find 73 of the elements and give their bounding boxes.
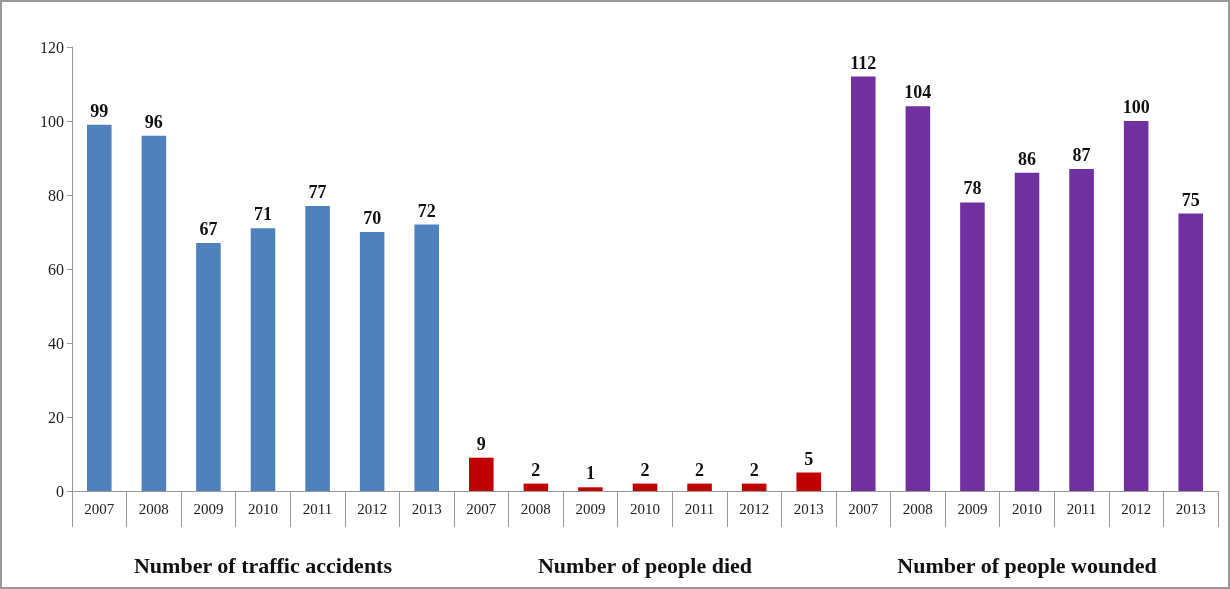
- data-label: 78: [963, 178, 982, 199]
- bar: [250, 228, 276, 491]
- data-label: 96: [144, 111, 163, 132]
- x-tick-label: 2009: [575, 500, 606, 517]
- y-tick-label: 100: [40, 112, 64, 130]
- x-tick-label: 2007: [848, 500, 879, 517]
- x-tick-label: 2008: [138, 500, 169, 517]
- data-label: 2: [531, 459, 541, 480]
- x-tick-label: 2007: [466, 500, 497, 517]
- bar: [905, 106, 931, 491]
- bar: [141, 135, 167, 491]
- data-label: 71: [254, 204, 272, 225]
- bar: [1014, 172, 1040, 491]
- bar: [632, 483, 658, 491]
- bar: [687, 483, 712, 491]
- data-label: 86: [1018, 148, 1036, 169]
- data-label: 70: [363, 208, 382, 228]
- x-tick-label: 2010: [1012, 500, 1042, 517]
- bar: [196, 243, 221, 491]
- data-label: 67: [199, 219, 218, 240]
- y-tick-label: 60: [48, 260, 64, 278]
- x-tick-label: 2007: [84, 500, 115, 517]
- x-tick-label: 2013: [411, 500, 442, 517]
- data-label: 2: [749, 459, 759, 480]
- y-tick-label: 40: [48, 334, 64, 352]
- bar: [523, 483, 549, 491]
- y-tick-label: 120: [40, 38, 64, 56]
- x-tick-label: 2011: [302, 500, 333, 517]
- data-label: 2: [640, 459, 650, 480]
- x-tick-label: 2012: [1121, 500, 1152, 517]
- text: Number of people died: [537, 552, 753, 578]
- data-label: 72: [417, 200, 436, 221]
- x-tick-label: 2008: [520, 500, 551, 517]
- bar: [578, 487, 603, 491]
- data-label: 75: [1181, 189, 1200, 210]
- data-label: 100: [1122, 97, 1150, 117]
- data-label: 77: [308, 182, 327, 203]
- x-tick-label: 2011: [684, 500, 715, 517]
- data-label: 99: [90, 100, 109, 121]
- x-tick-label: 2013: [793, 500, 824, 517]
- y-tick-label: 20: [48, 408, 64, 426]
- data-label: 104: [904, 82, 932, 103]
- x-tick-label: 2009: [193, 500, 224, 517]
- x-tick-label: 2010: [248, 500, 278, 517]
- bar: [796, 472, 821, 491]
- bar: [741, 483, 767, 491]
- x-tick-label: 2010: [630, 500, 660, 517]
- data-label: 5: [804, 448, 814, 469]
- bar: [851, 76, 876, 491]
- y-tick-label: 0: [56, 482, 64, 500]
- x-tick-label: 2009: [957, 500, 988, 517]
- x-tick-label: 2011: [1066, 500, 1097, 517]
- x-tick-label: 2013: [1175, 500, 1206, 517]
- data-label: 2: [695, 459, 705, 480]
- text: Number of traffic accidents: [133, 552, 393, 578]
- bar: [960, 202, 985, 491]
- data-label: 87: [1072, 145, 1091, 166]
- data-label: 1: [585, 463, 595, 484]
- x-tick-label: 2012: [739, 500, 770, 517]
- bar: [1178, 213, 1203, 491]
- data-label: 9: [476, 433, 486, 454]
- bar: [305, 206, 330, 491]
- x-tick-label: 2008: [902, 500, 933, 517]
- bar: [469, 457, 494, 491]
- bar: [414, 224, 439, 491]
- bar: [359, 232, 385, 491]
- x-tick-label: 2012: [357, 500, 388, 517]
- y-tick-label: 80: [48, 186, 64, 204]
- text: Number of people wounded: [897, 552, 1157, 578]
- data-label: 112: [850, 52, 877, 73]
- bar: [87, 124, 112, 491]
- bar: [1069, 169, 1094, 491]
- bar: [1123, 121, 1149, 491]
